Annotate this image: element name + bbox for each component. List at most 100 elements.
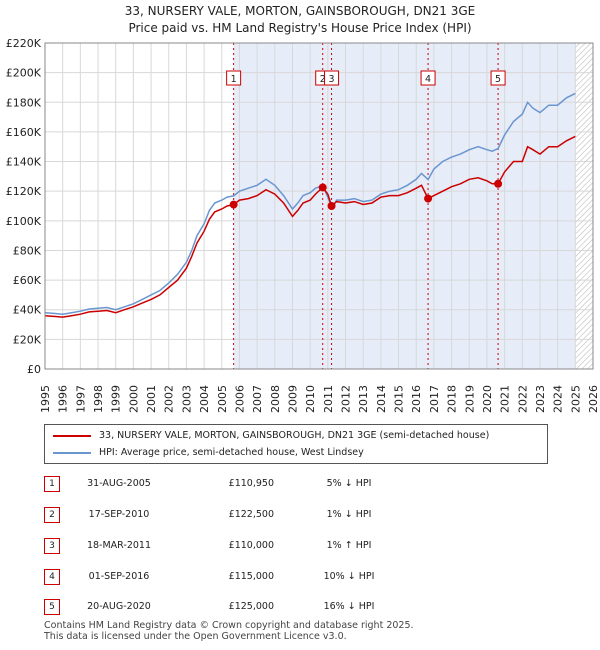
sale-number-badge: 1 [44, 476, 60, 492]
sale-label-box [490, 70, 506, 86]
sale-hpi-diff: 16% ↓ HPI [323, 601, 375, 612]
legend: 33, NURSERY VALE, MORTON, GAINSBOROUGH, … [44, 424, 548, 464]
sale-number-badge: 5 [44, 599, 60, 615]
sale-label: 4 [420, 70, 436, 86]
sale-row: 2 17-SEP-2010 £122,500 1% ↓ HPI [44, 507, 548, 523]
footer-license: This data is licensed under the Open Gov… [44, 631, 347, 642]
y-tick-label: £140K [6, 156, 42, 169]
y-tick-label: £40K [13, 304, 42, 317]
x-tick-label: 2025 [569, 385, 582, 413]
y-tick-label: £80K [13, 244, 42, 257]
sale-label-box [420, 70, 436, 86]
x-tick-label: 1995 [39, 385, 52, 413]
sale-number-badge: 4 [44, 569, 60, 585]
x-tick-label: 1996 [57, 385, 70, 413]
chart-title: 33, NURSERY VALE, MORTON, GAINSBOROUGH, … [0, 3, 600, 37]
x-tick-label: 2012 [340, 385, 353, 413]
sale-row: 4 01-SEP-2016 £115,000 10% ↓ HPI [44, 569, 548, 585]
footer: Contains HM Land Registry data © Crown c… [44, 620, 414, 642]
x-tick-label: 2004 [198, 385, 211, 413]
x-tick-label: 2006 [233, 385, 246, 413]
sale-hpi-diff: 1% ↑ HPI [326, 540, 372, 551]
sale-price: £110,000 [228, 540, 274, 551]
sale-label-number: 3 [329, 74, 335, 85]
sale-markers [229, 179, 503, 210]
x-tick-label: 2020 [481, 385, 494, 413]
x-tick-label: 2005 [216, 385, 229, 413]
x-tick-label: 1998 [92, 385, 105, 413]
sale-label: 5 [490, 70, 506, 86]
y-tick-label: £20K [13, 333, 42, 346]
hpi-line [44, 92, 576, 315]
sale-date: 01-SEP-2016 [88, 571, 150, 582]
sale-marker [327, 202, 336, 210]
x-tick-label: 1999 [110, 385, 123, 413]
footer-copyright: Contains HM Land Registry data © Crown c… [44, 620, 414, 631]
series-lines [44, 92, 576, 318]
x-tick-label: 2022 [516, 385, 529, 413]
x-tick-label: 2013 [357, 385, 370, 413]
y-tick-label: £0 [27, 363, 41, 376]
x-tick-label: 2000 [127, 385, 140, 413]
x-tick-label: 2015 [393, 385, 406, 413]
sale-label-number: 2 [320, 74, 326, 85]
sale-label-number: 1 [231, 74, 237, 85]
y-tick-label: £200K [6, 67, 42, 80]
sale-hpi-diff: 1% ↓ HPI [326, 509, 372, 520]
x-tick-label: 2024 [552, 385, 565, 413]
y-tick-label: £180K [6, 96, 42, 109]
sale-row: 3 18-MAR-2011 £110,000 1% ↑ HPI [44, 538, 548, 554]
legend-swatch-price [53, 434, 91, 437]
x-tick-label: 2010 [304, 385, 317, 413]
sale-price: £122,500 [228, 509, 274, 520]
sale-number-badge: 3 [44, 538, 60, 554]
x-tick-label: 2019 [463, 385, 476, 413]
x-tick-label: 2014 [375, 385, 388, 413]
x-tick-label: 2017 [428, 385, 441, 413]
sale-marker [494, 179, 503, 188]
sale-label: 3 [324, 70, 340, 86]
sale-hpi-diff: 5% ↓ HPI [326, 478, 372, 489]
chart-title-line1: 33, NURSERY VALE, MORTON, GAINSBOROUGH, … [124, 4, 476, 18]
sale-row: 5 20-AUG-2020 £125,000 16% ↓ HPI [44, 599, 548, 615]
x-tick-label: 2007 [251, 385, 264, 413]
sale-price: £115,000 [228, 571, 274, 582]
x-tick-label: 2008 [269, 385, 282, 413]
x-tick-label: 2009 [286, 385, 299, 413]
x-tick-label: 1997 [74, 385, 87, 413]
legend-label-price: 33, NURSERY VALE, MORTON, GAINSBOROUGH, … [99, 430, 490, 441]
x-tick-label: 2016 [410, 385, 423, 413]
x-tick-label: 2026 [587, 385, 600, 413]
y-tick-label: £160K [6, 126, 42, 139]
sale-hpi-diff: 10% ↓ HPI [323, 571, 375, 582]
legend-swatch-hpi [53, 451, 91, 454]
sale-label-box [324, 70, 340, 86]
legend-item-price: 33, NURSERY VALE, MORTON, GAINSBOROUGH, … [53, 428, 489, 444]
y-tick-label: £60K [13, 274, 42, 287]
x-tick-label: 2023 [534, 385, 547, 413]
sale-guide-lines [233, 43, 499, 369]
x-tick-label: 2018 [446, 385, 459, 413]
x-tick-label: 2011 [322, 385, 335, 413]
legend-label-hpi: HPI: Average price, semi-detached house,… [99, 447, 364, 458]
sale-label-number: 5 [495, 74, 501, 85]
y-tick-label: £100K [6, 215, 42, 228]
sale-row: 1 31-AUG-2005 £110,950 5% ↓ HPI [44, 476, 548, 492]
plot-frame [44, 42, 594, 370]
sale-label: 1 [226, 70, 242, 86]
sale-price: £110,950 [228, 478, 274, 489]
sale-number-badge: 2 [44, 507, 60, 523]
sale-label-box [226, 70, 242, 86]
y-tick-label: £220K [6, 37, 42, 50]
sale-marker [229, 200, 238, 209]
sale-price: £125,000 [228, 601, 274, 612]
sale-label-number: 4 [425, 74, 431, 85]
sale-date: 31-AUG-2005 [87, 478, 151, 489]
y-tick-label: £120K [6, 185, 42, 198]
sale-marker [424, 194, 433, 203]
sale-date: 18-MAR-2011 [86, 540, 152, 551]
forecast-hatch [575, 43, 593, 369]
price-line [44, 135, 576, 318]
x-tick-label: 2001 [145, 385, 158, 413]
